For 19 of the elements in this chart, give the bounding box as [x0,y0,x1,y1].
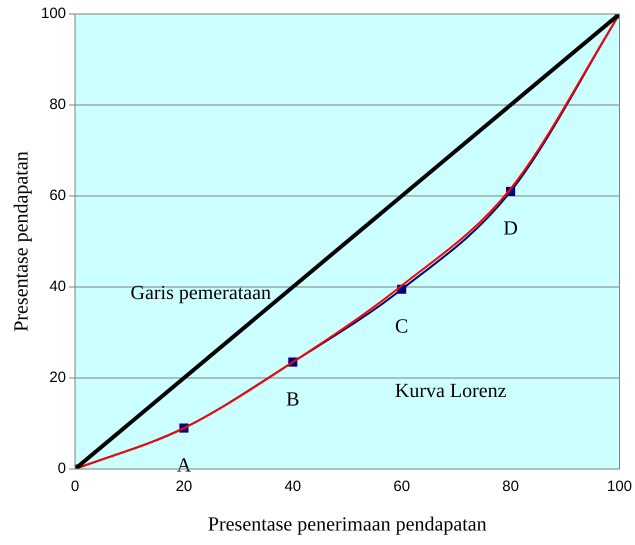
y-axis-title: Presentase pendapatan [10,151,32,332]
x-tick-label: 0 [70,478,80,496]
x-tick-label: 100 [606,478,632,496]
x-tick-label: 60 [393,478,410,496]
annotation: C [395,316,408,338]
y-tick-label: 60 [49,187,66,204]
x-axis-title: Presentase penerimaan pendapatan [208,513,487,536]
x-tick-label: 20 [176,478,192,496]
annotation: B [286,388,300,410]
y-tick-label: 20 [49,369,66,386]
y-tick-label: 0 [58,460,66,478]
y-tick-label: 100 [40,5,66,22]
annotation: Garis pemerataan [130,282,272,304]
annotation: Kurva Lorenz [394,380,507,402]
y-tick-label: 80 [49,96,66,114]
annotation: D [503,218,518,240]
x-tick-label: 40 [284,478,302,496]
x-tick-label: 80 [502,478,519,496]
y-tick-label: 40 [49,278,66,296]
